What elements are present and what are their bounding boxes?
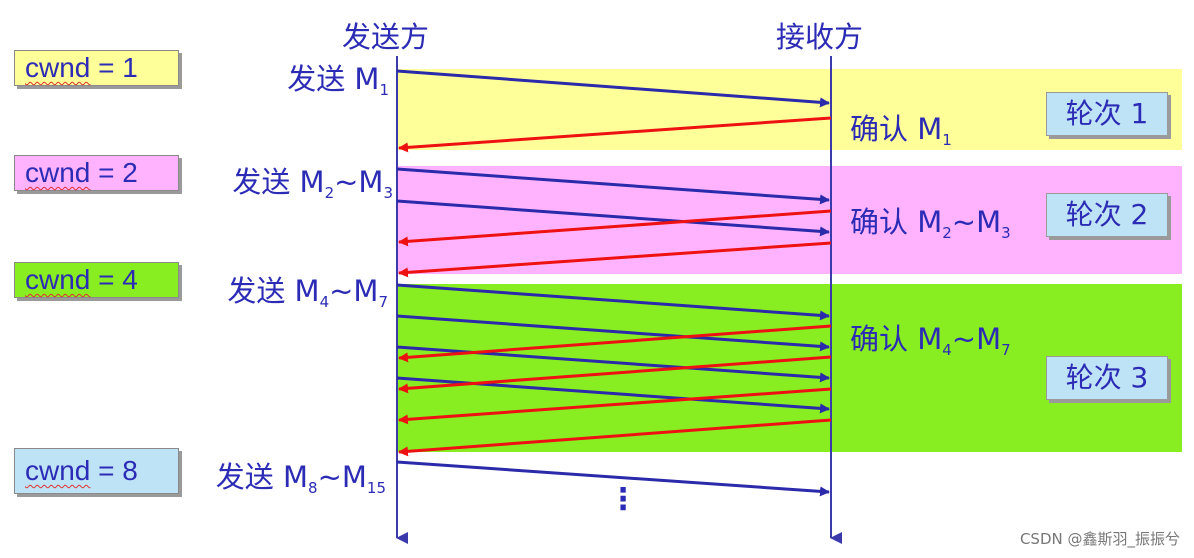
msg-letter: M [917,205,943,239]
send-arrow [396,199,830,237]
cwnd-value: = 2 [90,157,138,188]
msg-index: 8 [308,479,318,497]
cwnd-word: cwnd [25,52,91,83]
send-arrow [396,314,830,352]
send-label-3: 发送 M4~M7 [227,268,388,311]
send-label-4: 发送 M8~M15 [216,454,386,497]
msg-index: 1 [942,131,952,149]
send-arrow [396,283,830,321]
receiver-header: 接收方 [776,20,864,54]
msg-index: 4 [942,341,952,359]
send-arrow [396,69,830,108]
msg-index: 15 [366,479,386,497]
msg-letter: M [354,62,380,96]
range-tilde: ~ [951,322,977,356]
watermark: CSDN @鑫斯羽_振振兮 [1019,530,1180,548]
send-arrow [396,460,830,497]
msg-letter: M [341,460,367,494]
send-arrow [396,167,830,205]
ack-prefix: 确认 [850,322,918,356]
ack-arrow [398,387,832,425]
send-label-2: 发送 M2~M3 [232,159,393,202]
send-prefix: 发送 [287,62,355,96]
cwnd-word: cwnd [25,157,91,188]
ack-prefix: 确认 [850,112,918,146]
round-box-2: 轮次 2 [1046,193,1168,237]
msg-index: 4 [319,293,330,311]
ack-prefix: 确认 [850,205,918,239]
msg-letter: M [917,322,943,356]
send-label-1: 发送 M1 [287,56,389,99]
ack-arrow [398,116,832,153]
msg-letter: M [299,165,325,199]
cwnd-box-1: cwnd = 1 [14,50,179,86]
msg-index: 2 [324,184,335,202]
msg-letter: M [976,205,1002,239]
msg-letter: M [976,322,1002,356]
send-prefix: 发送 [215,460,283,494]
continuation-ellipsis: ⋮ [608,482,638,517]
ack-arrow [398,324,832,363]
ack-arrow [398,241,832,278]
msg-letter: M [282,460,309,494]
range-tilde: ~ [334,165,359,199]
send-prefix: 发送 [227,274,295,308]
send-prefix: 发送 [232,165,300,199]
msg-letter: M [917,112,943,146]
range-tilde: ~ [329,274,354,308]
round-box-1: 轮次 1 [1046,92,1168,136]
round-box-3: 轮次 3 [1046,356,1168,400]
ack-arrow [398,355,832,394]
ack-arrow [398,418,832,457]
cwnd-box-3: cwnd = 4 [14,262,179,298]
cwnd-box-2: cwnd = 2 [14,155,179,191]
msg-index: 3 [1001,224,1011,242]
msg-index: 7 [378,293,388,311]
cwnd-value: = 4 [90,264,138,295]
msg-letter: M [358,165,384,199]
ack-label-1: 确认 M1 [850,106,952,149]
ack-arrow [398,209,832,247]
cwnd-word: cwnd [25,264,91,295]
cwnd-box-4: cwnd = 8 [14,448,179,494]
sender-header: 发送方 [342,20,430,54]
cwnd-value: = 8 [90,455,138,486]
msg-index: 3 [383,184,393,202]
ack-label-2: 确认 M2~M3 [850,199,1011,242]
cwnd-value: = 1 [90,52,138,83]
msg-letter: M [353,274,379,308]
msg-index: 1 [379,81,389,99]
msg-letter: M [294,274,320,308]
msg-index: 2 [942,224,952,242]
range-tilde: ~ [317,460,342,494]
range-tilde: ~ [951,205,977,239]
cwnd-word: cwnd [25,455,91,486]
msg-index: 7 [1001,341,1011,359]
ack-label-3: 确认 M4~M7 [850,316,1011,359]
